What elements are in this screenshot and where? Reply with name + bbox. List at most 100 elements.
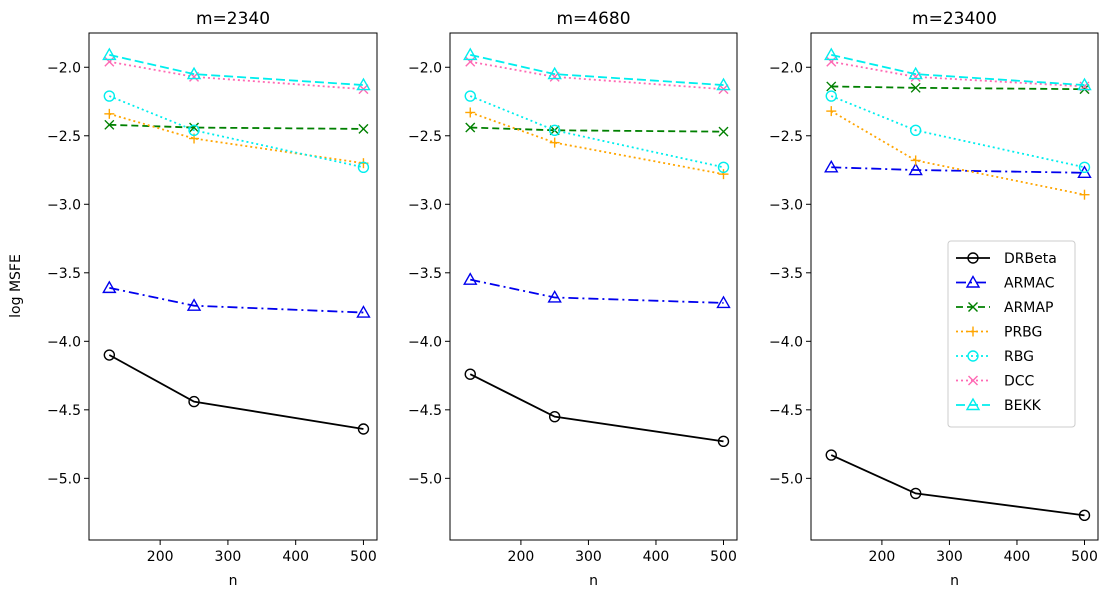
x-tick-label: 200 [147,549,174,565]
y-tick-label: −5.0 [769,471,803,487]
panel-2: m=4680 200 300 400 500 −5.0 −4.5 −4.0 −3.5 −3.0 −2… [408,9,738,589]
series-line-dcc [831,60,1085,88]
data-point-armac [186,298,202,311]
series-line-prbg [109,112,364,165]
data-point-drbeta [188,395,200,408]
legend-label: DCC [1004,374,1035,390]
panel-3: m=23400 200 300 400 500 −5.0 −4.5 −4.0 −3.5 −3.0 −… [769,9,1099,589]
data-point-armac [102,280,117,294]
data-point-drbeta [357,423,370,435]
x-tick-label: 200 [508,549,535,565]
legend-label: ARMAC [1004,276,1055,292]
data-point-rbg [909,124,922,136]
y-tick-label: −4.5 [47,403,81,419]
series-line-bekk [109,54,364,86]
x-tick-label: 400 [643,549,670,565]
y-tick-label: −5.0 [47,471,81,487]
legend-label: DRBeta [1004,251,1057,267]
legend-marker [968,326,978,337]
y-tick-label: −5.0 [408,471,442,487]
series-line-rbg [469,95,724,169]
data-point-bekk [824,47,839,61]
series-line-drbeta [469,373,724,443]
x-tick-label: 500 [1071,549,1098,565]
y-tick-label: −2.0 [408,60,442,76]
x-tick-label: 400 [1004,549,1031,565]
x-axis-label: n [589,573,598,589]
legend-label: BEKK [1004,398,1042,414]
data-point-prbg [718,169,729,180]
data-point-drbeta [464,368,476,380]
data-point-drbeta [548,410,561,423]
data-point-bekk [547,66,562,80]
legend: DRBeta ARMAC ARMAP PRBG RBG DCC BEKK [947,240,1076,428]
y-tick-label: −2.5 [769,129,803,145]
y-tick-label: −3.0 [408,197,442,213]
series-line-bekk [470,54,724,86]
data-point-armac [716,295,731,309]
y-tick-label: −4.5 [769,403,803,419]
data-point-dcc [465,56,476,67]
panel-title: m=4680 [556,9,630,29]
data-point-prbg [910,155,921,166]
data-point-armac [547,290,562,303]
x-tick-label: 300 [575,549,602,565]
y-tick-label: −2.0 [47,60,81,76]
data-point-rbg [103,90,116,102]
series-line-prbg [830,110,1085,196]
y-tick-label: −3.0 [769,197,803,213]
data-point-bekk [356,77,371,91]
series-line-rbg [108,95,364,169]
data-point-drbeta [909,487,922,500]
data-point-drbeta [717,435,730,448]
data-point-prbg [549,137,560,148]
data-point-armac [356,305,371,318]
series-line-drbeta [830,454,1085,517]
data-point-bekk [186,66,202,80]
panel-title: m=23400 [912,9,997,29]
data-point-armap [465,122,476,133]
y-tick-label: −2.0 [769,60,803,76]
series-line-armap [109,123,364,130]
legend-marker [967,350,979,362]
y-tick-label: −4.0 [408,334,442,350]
legend-label: ARMAP [1004,300,1053,316]
y-tick-label: −3.5 [769,266,803,282]
x-axis-label: n [950,573,959,589]
data-point-rbg [825,90,837,102]
x-tick-label: 500 [710,549,737,565]
data-point-bekk [716,77,731,91]
data-point-armap [718,126,729,137]
legend-marker [968,302,978,312]
x-tick-label: 200 [869,549,896,565]
legend-marker [965,275,981,288]
x-tick-label: 500 [350,549,377,565]
x-tick-label: 300 [936,549,963,565]
data-point-rbg [717,161,730,173]
data-point-bekk [463,47,478,61]
data-point-drbeta [103,349,116,361]
data-point-armac [824,159,839,173]
data-point-rbg [188,124,200,136]
plot-frame [88,32,378,541]
y-tick-label: −3.0 [47,197,81,213]
series-line-prbg [469,111,724,176]
series-line-bekk [831,54,1085,86]
series-line-dcc [109,60,364,91]
data-point-armac [463,272,478,285]
data-point-armap [910,82,921,93]
series-line-dcc [470,60,724,91]
series-line-armac [470,278,724,304]
y-tick-label: −2.5 [408,129,442,145]
data-point-armap [826,81,837,92]
legend-label: PRBG [1004,325,1042,341]
data-point-rbg [464,90,476,102]
series-line-armac [109,286,364,314]
data-point-armap [189,122,200,133]
series-line-armac [831,166,1085,174]
data-point-bekk [1077,77,1092,91]
plot-frame [449,32,738,541]
y-tick-label: −3.5 [47,266,81,282]
